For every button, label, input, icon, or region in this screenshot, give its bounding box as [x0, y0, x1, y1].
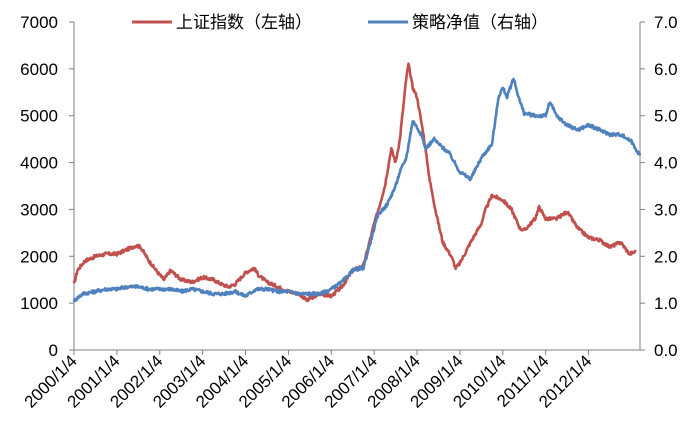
legend-item-shanghai-index: 上证指数（左轴）	[176, 13, 312, 33]
series-line-shanghai-index	[72, 62, 637, 303]
right-y-tick-label: 7.0	[654, 13, 678, 32]
left-y-tick-label: 0	[49, 341, 58, 360]
right-y-tick-label: 5.0	[654, 107, 678, 126]
left-y-tick-label: 2000	[20, 247, 58, 266]
series-lines	[72, 62, 642, 303]
right-y-tick-label: 1.0	[654, 294, 678, 313]
legend-item-strategy-nav: 策略净值（右轴）	[412, 13, 548, 33]
right-y-tick-label: 4.0	[654, 154, 678, 173]
right-y-tick-label: 2.0	[654, 247, 678, 266]
right-y-tick-label: 3.0	[654, 200, 678, 219]
left-y-tick-label: 7000	[20, 13, 58, 32]
left-y-tick-label: 6000	[20, 60, 58, 79]
series-line-strategy-nav	[72, 77, 642, 303]
right-y-tick-label: 6.0	[654, 60, 678, 79]
legend: 上证指数（左轴） 策略净值（右轴）	[132, 13, 548, 33]
left-y-tick-label: 1000	[20, 294, 58, 313]
left-y-tick-label: 5000	[20, 107, 58, 126]
right-y-tick-label: 0.0	[654, 341, 678, 360]
axes: 0 1000 2000 3000 4000 5000 6000 7000 0.0 1.0 2.0 3.…	[20, 13, 677, 412]
left-y-tick-label: 3000	[20, 200, 58, 219]
left-y-tick-label: 4000	[20, 154, 58, 173]
